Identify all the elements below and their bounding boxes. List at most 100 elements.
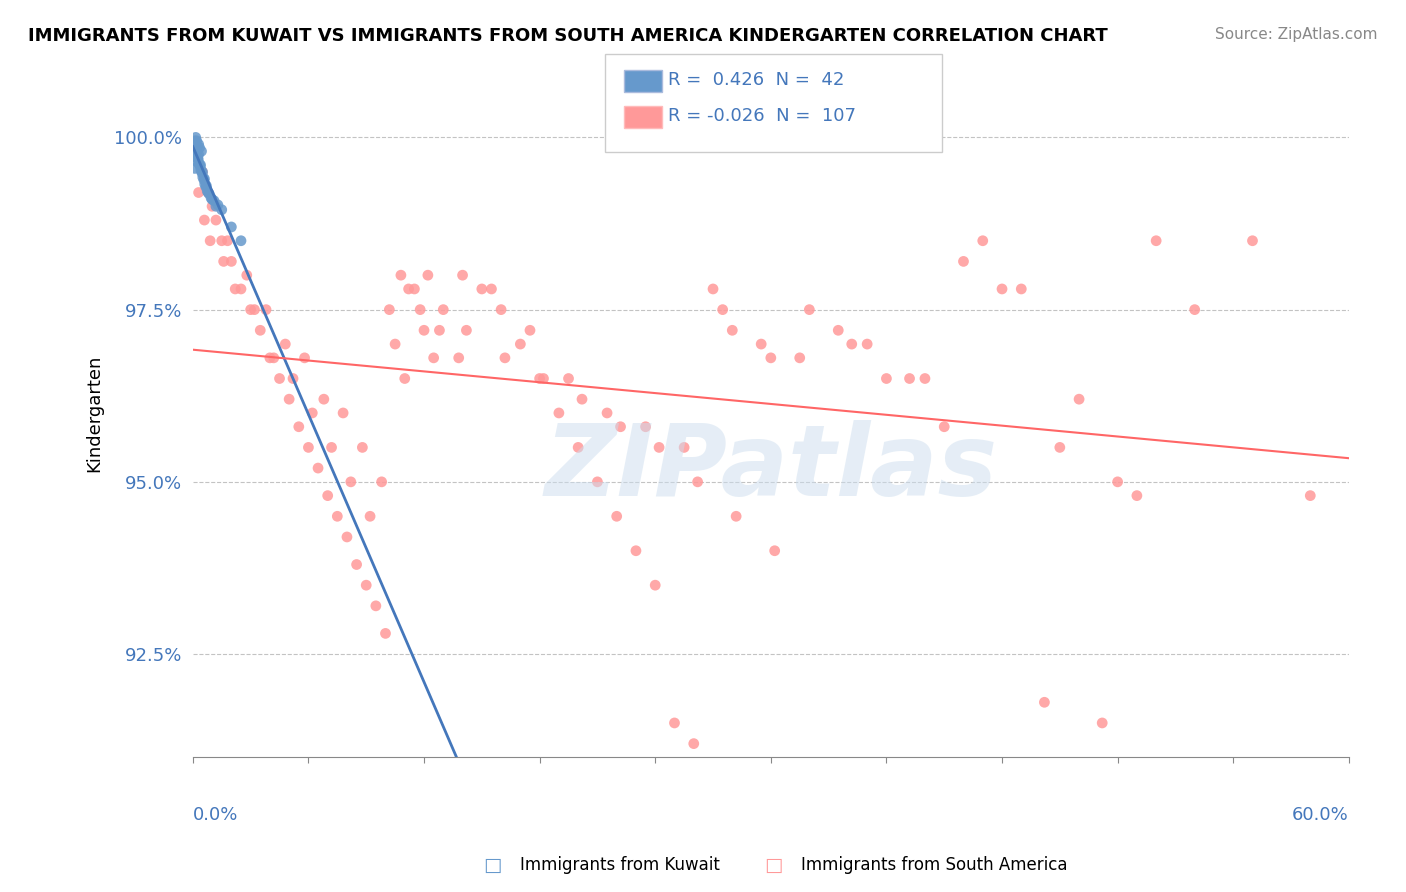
Point: [186, 145, 208, 160]
Point: [259, 351, 281, 365]
Point: [673, 441, 696, 455]
Point: [194, 178, 217, 192]
Point: [195, 178, 218, 193]
Point: [1144, 234, 1167, 248]
Point: [370, 475, 392, 489]
Text: IMMIGRANTS FROM KUWAIT VS IMMIGRANTS FROM SOUTH AMERICA KINDERGARTEN CORRELATION: IMMIGRANTS FROM KUWAIT VS IMMIGRANTS FRO…: [28, 27, 1108, 45]
Point: [394, 371, 416, 385]
Point: [352, 441, 374, 455]
Point: [364, 599, 387, 613]
Point: [183, 136, 205, 150]
Point: [1049, 441, 1071, 455]
Point: [409, 302, 432, 317]
Point: [567, 441, 589, 455]
Point: [346, 558, 368, 572]
Point: [188, 156, 211, 170]
Point: [686, 475, 709, 489]
Point: [191, 165, 214, 179]
Point: [205, 199, 228, 213]
Point: [236, 268, 259, 283]
Point: [763, 543, 786, 558]
Point: [229, 234, 252, 248]
Text: Source: ZipAtlas.com: Source: ZipAtlas.com: [1215, 27, 1378, 42]
Point: [197, 186, 219, 200]
Text: □: □: [482, 855, 502, 875]
Point: [404, 282, 426, 296]
Point: [249, 323, 271, 337]
Point: [212, 254, 235, 268]
Point: [494, 351, 516, 365]
Point: [184, 143, 207, 157]
Point: [471, 282, 494, 296]
Point: [416, 268, 439, 283]
Point: [188, 159, 211, 173]
Point: [190, 144, 212, 158]
Point: [749, 337, 772, 351]
Point: [187, 147, 209, 161]
Point: [799, 302, 821, 317]
Text: Immigrants from South America: Immigrants from South America: [801, 856, 1069, 874]
Point: [187, 153, 209, 167]
Point: [374, 626, 396, 640]
Point: [634, 419, 657, 434]
Point: [191, 170, 214, 185]
Point: [201, 193, 224, 207]
Point: [389, 268, 412, 283]
Point: [481, 282, 503, 296]
Point: [332, 406, 354, 420]
Point: [336, 530, 359, 544]
Point: [413, 323, 436, 337]
Text: Immigrants from Kuwait: Immigrants from Kuwait: [520, 856, 720, 874]
Point: [184, 161, 207, 176]
Point: [186, 134, 208, 148]
Point: [952, 254, 974, 268]
Point: [278, 392, 301, 407]
Point: [211, 202, 233, 217]
Point: [586, 475, 609, 489]
Point: [191, 165, 214, 179]
Point: [205, 213, 228, 227]
Point: [207, 198, 229, 212]
Point: [509, 337, 531, 351]
Point: [702, 282, 724, 296]
Text: R =  0.426  N =  42: R = 0.426 N = 42: [668, 71, 844, 89]
Point: [1033, 695, 1056, 709]
Point: [221, 254, 243, 268]
Point: [1067, 392, 1090, 407]
Point: [1126, 489, 1149, 503]
Point: [326, 509, 349, 524]
Point: [193, 173, 215, 187]
Point: [398, 282, 420, 296]
Y-axis label: Kindergarten: Kindergarten: [86, 354, 103, 472]
Point: [354, 578, 377, 592]
Point: [571, 392, 593, 407]
Point: [721, 323, 744, 337]
Point: [624, 543, 647, 558]
Point: [184, 137, 207, 152]
Point: [254, 302, 277, 317]
Point: [384, 337, 406, 351]
Point: [297, 441, 319, 455]
Point: [187, 186, 209, 200]
Point: [194, 180, 217, 194]
Text: 60.0%: 60.0%: [1292, 805, 1348, 823]
Point: [1299, 489, 1322, 503]
Point: [274, 337, 297, 351]
Point: [281, 371, 304, 385]
Point: [195, 184, 218, 198]
Point: [596, 406, 619, 420]
Point: [447, 351, 470, 365]
Point: [243, 302, 266, 317]
Point: [378, 302, 401, 317]
Point: [316, 489, 339, 503]
Point: [191, 166, 214, 180]
Text: ZIPatlas: ZIPatlas: [544, 419, 997, 516]
Point: [239, 302, 262, 317]
Point: [519, 323, 541, 337]
Point: [269, 371, 291, 385]
Point: [307, 461, 329, 475]
Point: [711, 302, 734, 317]
Point: [186, 154, 208, 169]
Point: [664, 715, 686, 730]
Point: [456, 323, 478, 337]
